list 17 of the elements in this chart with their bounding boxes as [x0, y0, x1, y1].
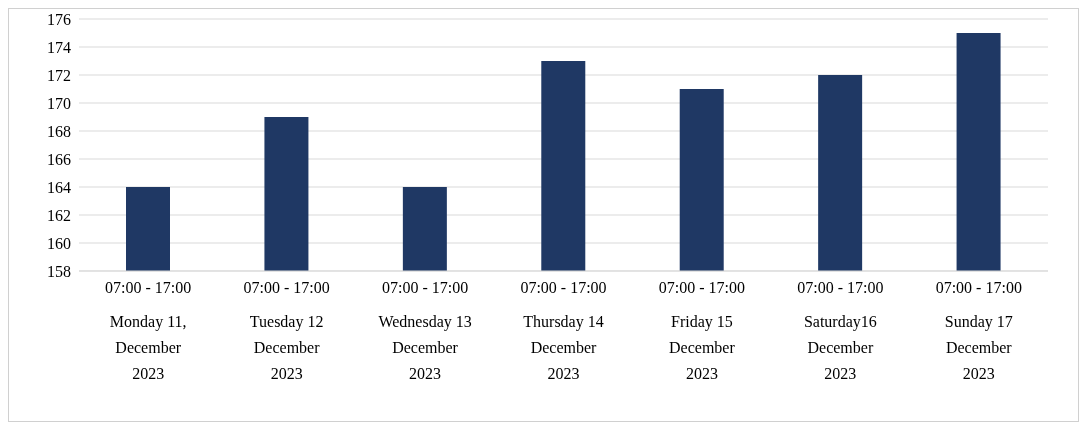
y-tick-label: 170: [47, 94, 71, 112]
y-tick-label: 166: [47, 150, 71, 168]
x-tick-label: 07:00 - 17:00 Tuesday 12 December 2023: [243, 279, 330, 382]
y-tick-label: 172: [47, 66, 71, 84]
y-tick-label: 164: [47, 178, 71, 196]
x-tick-label: 07:00 - 17:00 Friday 15 December 2023: [658, 279, 746, 382]
x-tick-label: 07:00 - 17:00 Thursday 14 December 2023: [520, 279, 607, 382]
y-tick-label: 168: [47, 122, 71, 140]
x-tick-label: 07:00 - 17:00 Sunday 17 December 2023: [935, 279, 1022, 382]
y-tick-label: 176: [47, 10, 71, 28]
x-tick-label: 07:00 - 17:00 Monday 11, December 2023: [105, 279, 192, 382]
x-tick-label: 07:00 - 17:00 Saturday16 December 2023: [797, 279, 884, 382]
y-tick-label: 162: [47, 206, 71, 224]
y-tick-label: 158: [47, 262, 71, 280]
x-tick-label: 07:00 - 17:00 Wednesday 13 December 2023: [378, 279, 472, 382]
y-tick-label: 160: [47, 234, 71, 252]
y-tick-label: 174: [47, 38, 71, 56]
